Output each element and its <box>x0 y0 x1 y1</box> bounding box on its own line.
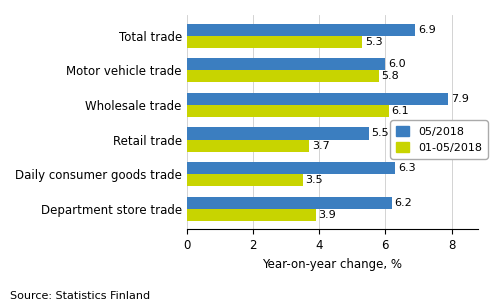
X-axis label: Year-on-year change, %: Year-on-year change, % <box>262 258 402 271</box>
Bar <box>187 58 386 70</box>
Bar <box>187 36 362 48</box>
Text: Source: Statistics Finland: Source: Statistics Finland <box>10 291 150 301</box>
Bar <box>187 105 388 117</box>
Text: 5.3: 5.3 <box>365 37 383 47</box>
Text: 6.2: 6.2 <box>394 198 412 208</box>
Text: 6.0: 6.0 <box>388 59 406 69</box>
Bar <box>187 197 392 209</box>
Text: 6.3: 6.3 <box>398 163 416 173</box>
Text: 3.9: 3.9 <box>318 210 336 220</box>
Bar <box>187 174 303 186</box>
Bar <box>187 209 316 221</box>
Legend: 05/2018, 01-05/2018: 05/2018, 01-05/2018 <box>390 120 488 158</box>
Text: 3.5: 3.5 <box>305 175 323 185</box>
Bar <box>187 70 379 82</box>
Text: 6.1: 6.1 <box>391 106 409 116</box>
Text: 7.9: 7.9 <box>451 94 469 104</box>
Bar <box>187 127 369 140</box>
Text: 5.5: 5.5 <box>371 129 389 139</box>
Text: 3.7: 3.7 <box>312 140 330 150</box>
Bar <box>187 162 395 174</box>
Bar <box>187 140 309 152</box>
Text: 5.8: 5.8 <box>382 71 399 81</box>
Text: 6.9: 6.9 <box>418 25 435 35</box>
Bar <box>187 93 448 105</box>
Bar <box>187 24 415 36</box>
